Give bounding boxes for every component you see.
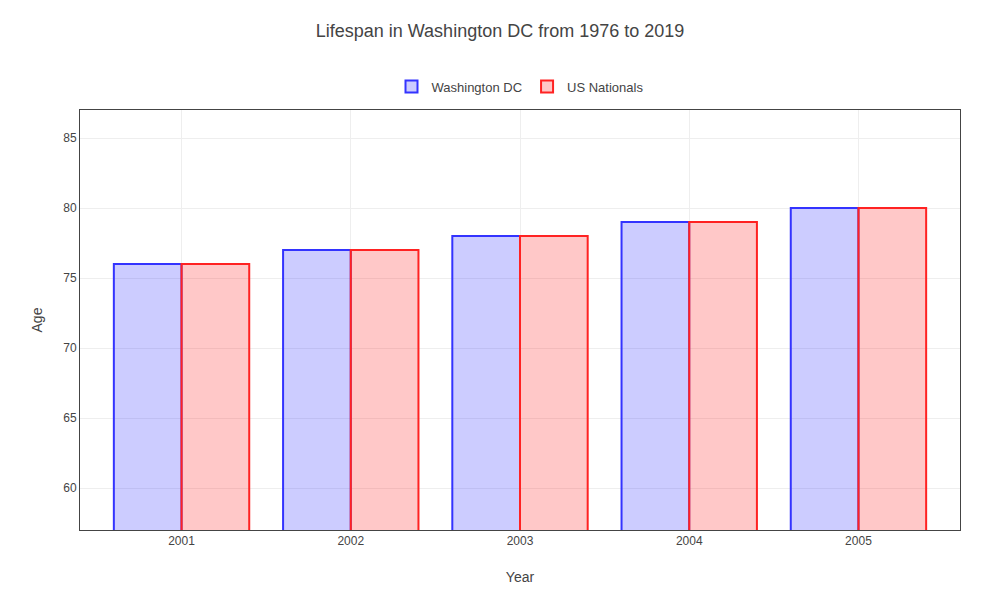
svg-text:2003: 2003	[507, 534, 534, 548]
svg-text:80: 80	[63, 201, 77, 215]
svg-text:2005: 2005	[845, 534, 872, 548]
svg-text:2004: 2004	[676, 534, 703, 548]
svg-text:Year: Year	[506, 569, 535, 585]
svg-text:Washington DC: Washington DC	[432, 80, 523, 95]
svg-text:65: 65	[63, 411, 77, 425]
svg-text:70: 70	[63, 341, 77, 355]
svg-text:US Nationals: US Nationals	[567, 80, 643, 95]
svg-text:2001: 2001	[168, 534, 195, 548]
svg-text:60: 60	[63, 481, 77, 495]
svg-text:Age: Age	[29, 307, 45, 332]
svg-text:Lifespan in Washington DC from: Lifespan in Washington DC from 1976 to 2…	[316, 21, 685, 41]
svg-text:85: 85	[63, 131, 77, 145]
svg-text:2002: 2002	[337, 534, 364, 548]
svg-text:75: 75	[63, 271, 77, 285]
